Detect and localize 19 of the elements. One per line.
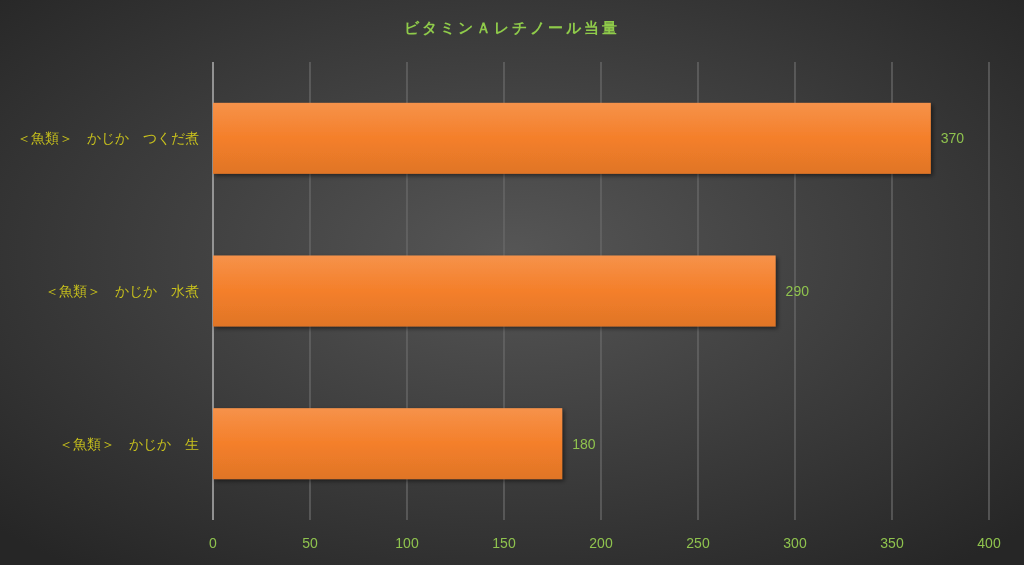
chart-title: ビタミンＡレチノール当量 [404,19,620,36]
x-tick-label: 250 [686,535,710,551]
x-tick-label: 350 [880,535,904,551]
x-tick-label: 300 [783,535,807,551]
bar [213,102,931,174]
x-tick-label: 150 [492,535,516,551]
y-tick-label: ＜魚類＞ かじか つくだ煮 [17,130,199,147]
x-tick-label: 100 [395,535,419,551]
y-tick-label: ＜魚類＞ かじか 水煮 [45,283,199,299]
bar [213,255,776,327]
data-label: 290 [785,283,810,299]
x-tick-label: 200 [589,535,613,551]
y-tick-label: ＜魚類＞ かじか 生 [59,435,199,452]
x-tick-label: 50 [302,535,318,551]
data-label: 180 [572,435,596,452]
data-label: 370 [940,130,965,147]
x-tick-label: 0 [209,535,218,551]
bar [213,408,563,480]
x-tick-label: 400 [977,535,1001,551]
